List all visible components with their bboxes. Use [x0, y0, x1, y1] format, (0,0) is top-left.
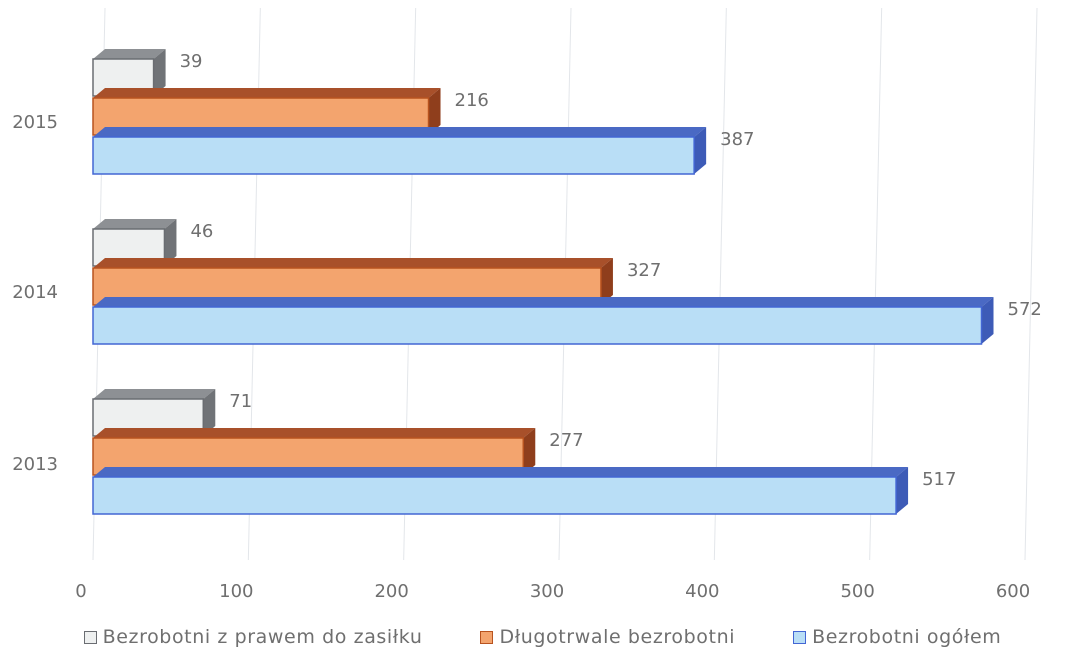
bar-front-face [92, 476, 897, 515]
bar-side-face [164, 219, 177, 266]
legend-swatch-total [793, 630, 807, 644]
bar-side-face [694, 127, 707, 174]
bar [92, 297, 994, 345]
legend-swatch-benefit [83, 630, 97, 644]
category-label: 2013 [12, 454, 58, 475]
bar-top-face [93, 127, 707, 137]
bar-front-face [92, 136, 695, 175]
data-label: 39 [180, 51, 203, 72]
bar-side-face [896, 467, 909, 514]
bar [92, 467, 909, 515]
legend-label-total: Bezrobotni ogółem [812, 626, 1002, 648]
legend-swatch-long-term [480, 630, 494, 644]
bar-top-face [93, 297, 994, 307]
x-tick-label: 100 [219, 581, 253, 602]
bar-front-face [92, 306, 983, 345]
bar [92, 127, 707, 175]
data-label: 572 [1008, 299, 1042, 320]
bar-top-face [93, 258, 613, 268]
x-tick-label: 0 [75, 581, 86, 602]
x-tick-label: 300 [530, 581, 564, 602]
data-label: 277 [549, 430, 583, 451]
legend-item-total: Bezrobotni ogółem [793, 622, 1001, 652]
x-tick-label: 500 [840, 581, 874, 602]
bar-side-face [153, 49, 166, 96]
legend-item-long-term: Długotrwale bezrobotni [480, 622, 735, 652]
x-tick-label: 400 [685, 581, 719, 602]
data-label: 216 [455, 90, 489, 111]
legend-item-benefit: Bezrobotni z prawem do zasiłku [83, 622, 423, 652]
data-label: 387 [720, 129, 754, 150]
bar-side-face [981, 297, 994, 344]
data-label: 327 [627, 260, 661, 281]
data-label: 46 [190, 221, 213, 242]
x-tick-label: 600 [996, 581, 1030, 602]
bar-side-face [600, 258, 613, 305]
bar-side-face [428, 88, 441, 135]
gridline [1024, 7, 1038, 561]
category-label: 2015 [12, 112, 58, 133]
bar-top-face [93, 88, 441, 98]
legend-label-long-term: Długotrwale bezrobotni [499, 626, 736, 648]
data-label: 71 [229, 391, 252, 412]
category-label: 2014 [12, 282, 58, 303]
bar-chart-3d: 0 100 200 300 400 500 600 2015 2014 2013 39 216 387 4… [12, 7, 1042, 602]
data-label: 517 [922, 469, 956, 490]
bar-side-face [203, 389, 216, 436]
bar-top-face [93, 49, 166, 59]
x-tick-label: 200 [374, 581, 408, 602]
bar-top-face [93, 428, 536, 438]
bar-side-face [523, 428, 536, 475]
bar-top-face [93, 219, 177, 229]
legend-label-benefit: Bezrobotni z prawem do zasiłku [102, 626, 423, 648]
bar-top-face [93, 467, 909, 477]
bar-top-face [93, 389, 216, 399]
legend: Bezrobotni z prawem do zasiłku Długotrwa… [0, 622, 1085, 652]
